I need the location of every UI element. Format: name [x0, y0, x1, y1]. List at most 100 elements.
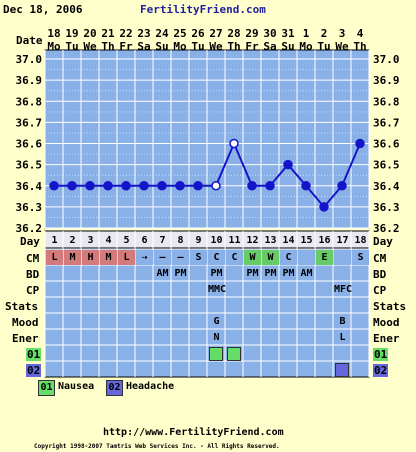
temperature-point — [211, 181, 221, 191]
cycle-day-cell: 15 — [300, 235, 313, 246]
bd-cell — [226, 266, 243, 281]
cm-label-right: CM — [373, 252, 387, 265]
x-date-label: 22 — [119, 27, 132, 40]
mood-cell — [64, 314, 81, 329]
cm-cell: M — [100, 250, 117, 265]
x-weekday-label: Mo — [173, 40, 187, 53]
footer-url[interactable]: http://www.FertilityFriend.com — [103, 427, 284, 438]
site-title[interactable]: FertilityFriend.com — [140, 3, 266, 16]
x-date-label: 31 — [281, 27, 295, 40]
stats-cell — [280, 298, 297, 313]
stats-cell — [262, 298, 279, 313]
y-tick-label: 36.4 — [373, 180, 400, 193]
cp-cell: MFC — [334, 284, 353, 295]
temperature-point — [301, 181, 311, 191]
temperature-point — [193, 181, 203, 191]
x-weekday-label: Sa — [137, 40, 150, 53]
mood-cell — [100, 314, 117, 329]
ener-label: Ener — [12, 332, 39, 345]
x-date-label: 23 — [137, 27, 150, 40]
mood-cell — [262, 314, 279, 329]
cycle-day-cell: 3 — [87, 235, 94, 246]
cm-cell: W — [244, 250, 261, 265]
cp-cell — [118, 282, 135, 297]
legend-nausea-swatch: 01 — [38, 380, 55, 396]
symptom-2-label-right: 02 — [373, 364, 389, 377]
bd-label-right: BD — [373, 268, 387, 281]
cp-cell — [46, 282, 63, 297]
cp-cell — [262, 282, 279, 297]
ener-cell — [316, 330, 333, 345]
day-row-label-right: Day — [373, 235, 393, 248]
cm-cell: S — [190, 250, 207, 265]
y-tick-label: 37.0 — [16, 53, 43, 66]
bd-cell: PM — [174, 268, 187, 279]
x-weekday-label: Mo — [299, 40, 313, 53]
cp-label-right: CP — [373, 284, 387, 297]
ener-cell — [172, 330, 189, 345]
ener-cell — [64, 330, 81, 345]
bd-cell — [334, 266, 351, 281]
mood-cell — [298, 314, 315, 329]
cm-label: CM — [26, 252, 40, 265]
x-date-label: 2 — [321, 27, 328, 40]
mood-cell — [154, 314, 171, 329]
cm-cell — [334, 250, 351, 265]
ener-cell — [136, 330, 153, 345]
bd-cell — [82, 266, 99, 281]
cm-cell: – — [154, 250, 171, 265]
mood-cell — [136, 314, 153, 329]
stats-cell — [298, 298, 315, 313]
ener-cell — [118, 330, 135, 345]
bd-cell — [64, 266, 81, 281]
x-weekday-label: Tu — [317, 40, 330, 53]
stats-cell — [208, 298, 225, 313]
cycle-day-cell: 14 — [282, 235, 295, 246]
cm-cell: ⇢ — [136, 250, 153, 265]
stats-cell — [46, 298, 63, 313]
y-tick-label: 36.5 — [373, 159, 400, 172]
mood-label: Mood — [12, 316, 39, 329]
bd-cell: AM — [156, 268, 169, 279]
bd-cell — [352, 266, 369, 281]
cycle-day-cell: 18 — [354, 235, 367, 246]
cp-cell — [172, 282, 189, 297]
x-date-label: 24 — [155, 27, 169, 40]
x-weekday-label: Sa — [263, 40, 276, 53]
temperature-point — [229, 138, 239, 149]
bd-cell: PM — [210, 268, 223, 279]
y-tick-label: 36.3 — [373, 201, 400, 214]
stats-cell — [190, 298, 207, 313]
stats-cell — [118, 298, 135, 313]
cp-cell — [226, 282, 243, 297]
bd-cell: PM — [264, 268, 277, 279]
cycle-day-cell: 12 — [246, 235, 259, 246]
legend-headache-label: Headache — [126, 381, 175, 392]
cm-cell: L — [118, 250, 135, 265]
bd-cell — [100, 266, 117, 281]
temperature-point — [139, 181, 149, 191]
x-date-label: 25 — [173, 27, 186, 40]
cp-cell — [280, 282, 297, 297]
bd-cell — [46, 266, 63, 281]
date-row-label: Date — [16, 34, 43, 47]
y-tick-label: 36.6 — [16, 138, 43, 151]
mood-label-right: Mood — [373, 316, 400, 329]
ener-cell — [100, 330, 117, 345]
cycle-day-cell: 1 — [51, 235, 58, 246]
y-tick-label: 36.8 — [16, 95, 43, 108]
cm-cell: S — [352, 250, 369, 265]
x-date-label: 19 — [65, 27, 78, 40]
cycle-day-cell: 8 — [177, 235, 184, 246]
cp-cell — [298, 282, 315, 297]
temperature-point — [175, 181, 185, 191]
temperature-point — [319, 202, 329, 212]
temperature-point — [337, 181, 347, 191]
x-weekday-label: Th — [101, 40, 114, 53]
stats-label: Stats — [5, 300, 39, 313]
temperature-point — [265, 181, 275, 191]
stats-cell — [226, 298, 243, 313]
temperature-point — [103, 181, 113, 191]
cp-cell — [316, 282, 333, 297]
stats-cell — [172, 298, 189, 313]
